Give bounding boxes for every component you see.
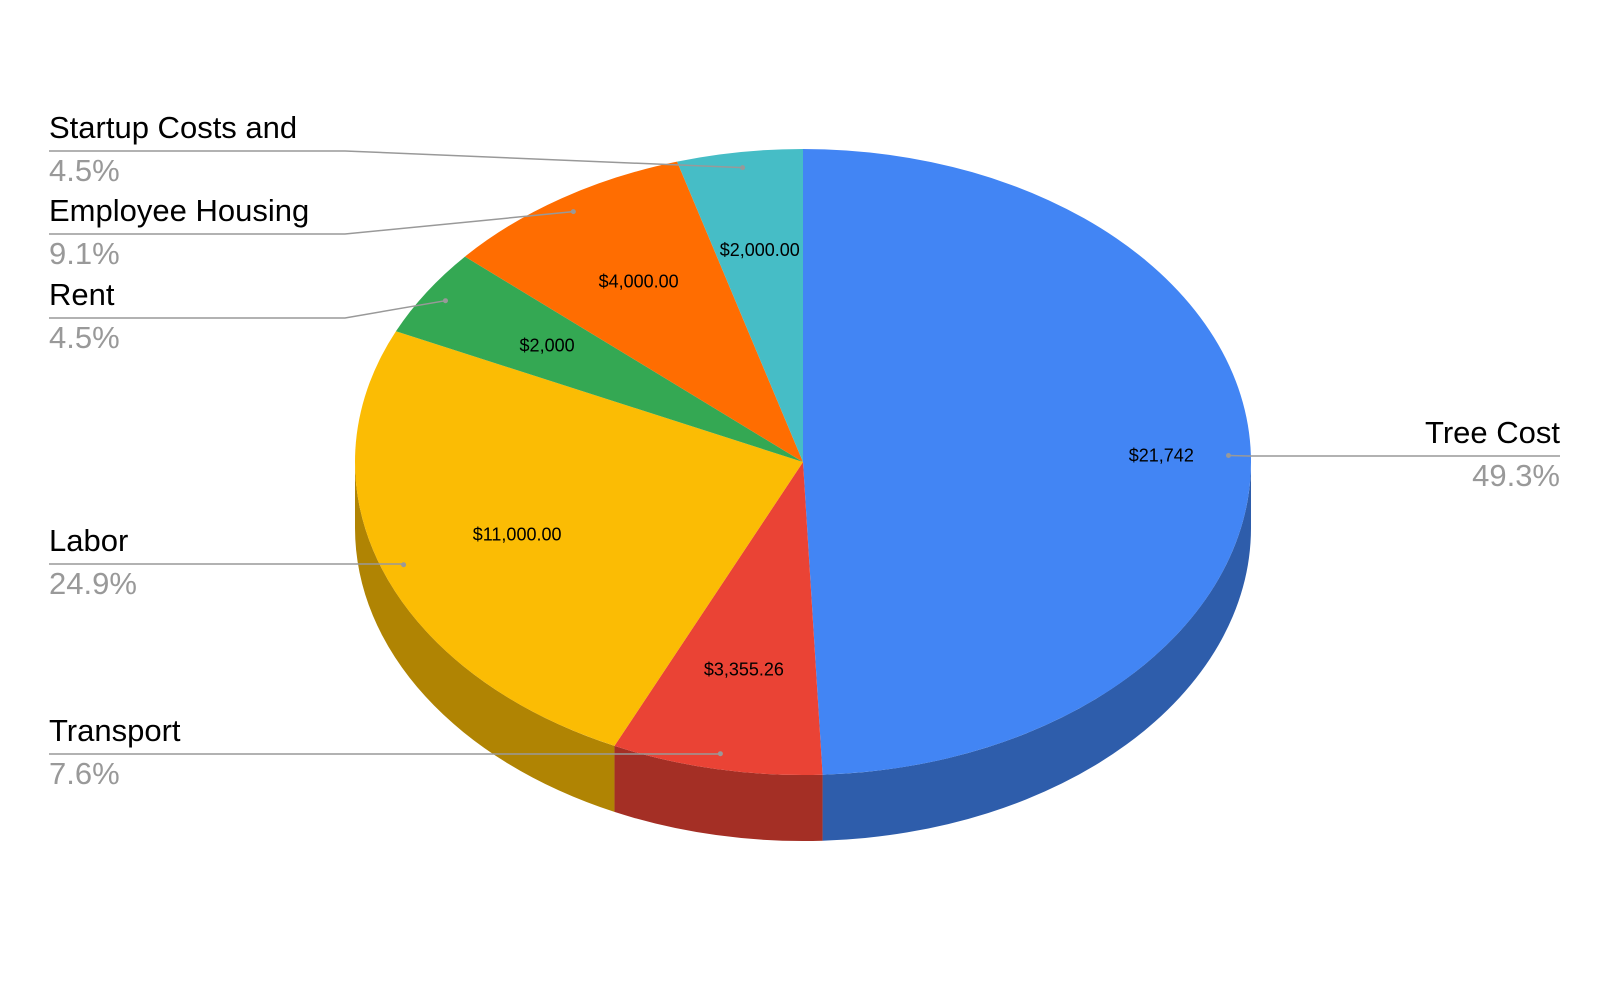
leader-dot xyxy=(1225,453,1231,459)
percent-label: 49.3% xyxy=(1472,458,1560,493)
value-label: $2,000 xyxy=(520,335,575,355)
percent-label: 7.6% xyxy=(49,756,120,791)
value-label: $3,355.26 xyxy=(704,660,784,680)
category-label: Transport xyxy=(49,713,181,748)
leader-line xyxy=(49,150,743,169)
category-label: Labor xyxy=(49,523,128,558)
slice-side xyxy=(355,462,615,812)
leader-line xyxy=(49,563,405,565)
category-label: Employee Housing xyxy=(49,193,309,228)
leader-dot xyxy=(442,298,448,304)
slice xyxy=(614,462,823,775)
value-label: $11,000.00 xyxy=(473,524,562,544)
slice xyxy=(395,256,803,462)
slice xyxy=(677,149,803,462)
percent-label: 24.9% xyxy=(49,566,137,601)
leader-dot xyxy=(740,165,746,171)
value-label: $21,742 xyxy=(1129,445,1194,465)
category-label: Rent xyxy=(49,277,115,312)
slice xyxy=(355,331,803,746)
slice-side xyxy=(822,462,1251,841)
value-label: $4,000.00 xyxy=(599,272,679,292)
value-label: $2,000.00 xyxy=(720,240,800,260)
slice xyxy=(803,149,1252,775)
category-label: Tree Cost xyxy=(1425,415,1560,450)
leader-dot xyxy=(570,209,576,215)
slice xyxy=(464,161,803,462)
leader-dot xyxy=(717,751,723,757)
percent-label: 4.5% xyxy=(49,320,120,355)
slice-side xyxy=(614,745,823,841)
percent-label: 4.5% xyxy=(49,153,120,188)
category-label: Startup Costs and xyxy=(49,110,297,145)
percent-label: 9.1% xyxy=(49,236,120,271)
leader-line xyxy=(49,299,446,319)
leader-line xyxy=(49,210,574,235)
leader-dot xyxy=(401,562,407,568)
